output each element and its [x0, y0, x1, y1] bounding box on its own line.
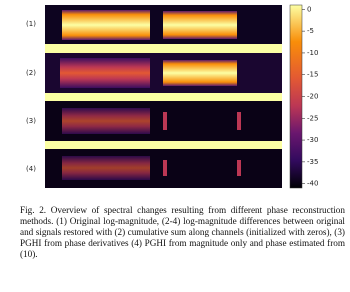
spectrograms [45, 5, 282, 188]
colorbar [289, 4, 303, 189]
figure: (1) (2) (3) (4) 0 -5 -10 -15 -20 -25 -30 -35 -40 [26, 4, 318, 189]
colorbar-tick-label: -30 [307, 136, 318, 144]
band [163, 11, 237, 39]
band [237, 112, 241, 130]
panel-label: (3) [26, 117, 36, 125]
colorbar-tick-label: -15 [307, 71, 318, 79]
band [62, 10, 150, 40]
band [237, 160, 241, 176]
band [62, 108, 150, 134]
colorbar-tick-label: -35 [307, 158, 318, 166]
caption: Fig. 2. Overview of spectral changes res… [20, 205, 345, 259]
panel-label: (2) [26, 69, 36, 77]
colorbar-tick-label: 0 [307, 5, 311, 13]
colorbar-tick-label: -40 [307, 180, 318, 188]
band [60, 58, 150, 88]
panel-label: (1) [26, 20, 36, 28]
panel-label: (4) [26, 165, 36, 173]
colorbar-tick-label: -5 [307, 27, 314, 35]
band [62, 156, 150, 180]
colorbar-tick-label: -20 [307, 93, 318, 101]
band [163, 60, 237, 86]
band [163, 160, 167, 176]
colorbar-tick-label: -25 [307, 114, 318, 122]
colorbar-tick-label: -10 [307, 49, 318, 57]
band [163, 112, 167, 130]
